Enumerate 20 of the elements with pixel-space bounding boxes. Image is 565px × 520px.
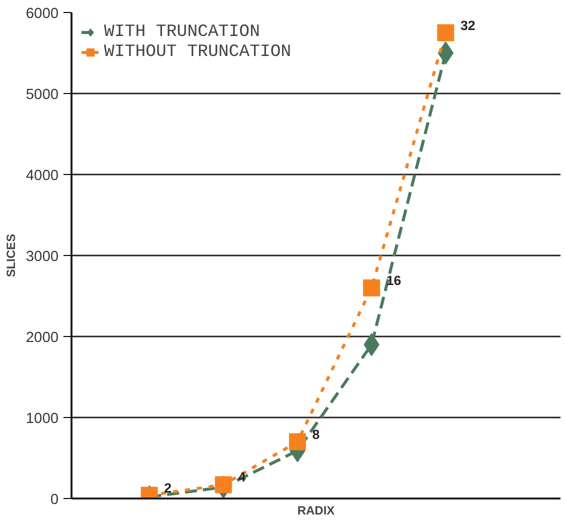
point [214, 476, 232, 494]
y-axis-title: SLICES [4, 234, 18, 278]
legend-label: WITH TRUNCATION [104, 22, 260, 42]
y-tick-label: 6000 [26, 6, 59, 22]
y-tick-label: 4000 [26, 168, 59, 184]
x-tick-label: 8 [312, 426, 320, 442]
legend-label: WITHOUT TRUNCATION [104, 42, 292, 62]
x-tick-label: 16 [386, 272, 402, 288]
x-tick-label: 4 [238, 470, 246, 485]
x-tick-label: 32 [460, 18, 476, 33]
y-tick-label: 2000 [26, 330, 59, 346]
x-tick-label: 2 [164, 480, 172, 496]
point [363, 279, 380, 296]
y-tick-label: 3000 [26, 249, 59, 265]
point [437, 24, 454, 42]
y-tick-label: 0 [50, 492, 59, 508]
y-tick-label: 1000 [26, 411, 59, 427]
point [288, 433, 306, 450]
x-axis-title: RADIX [297, 504, 335, 518]
y-tick-label: 5000 [26, 87, 59, 103]
